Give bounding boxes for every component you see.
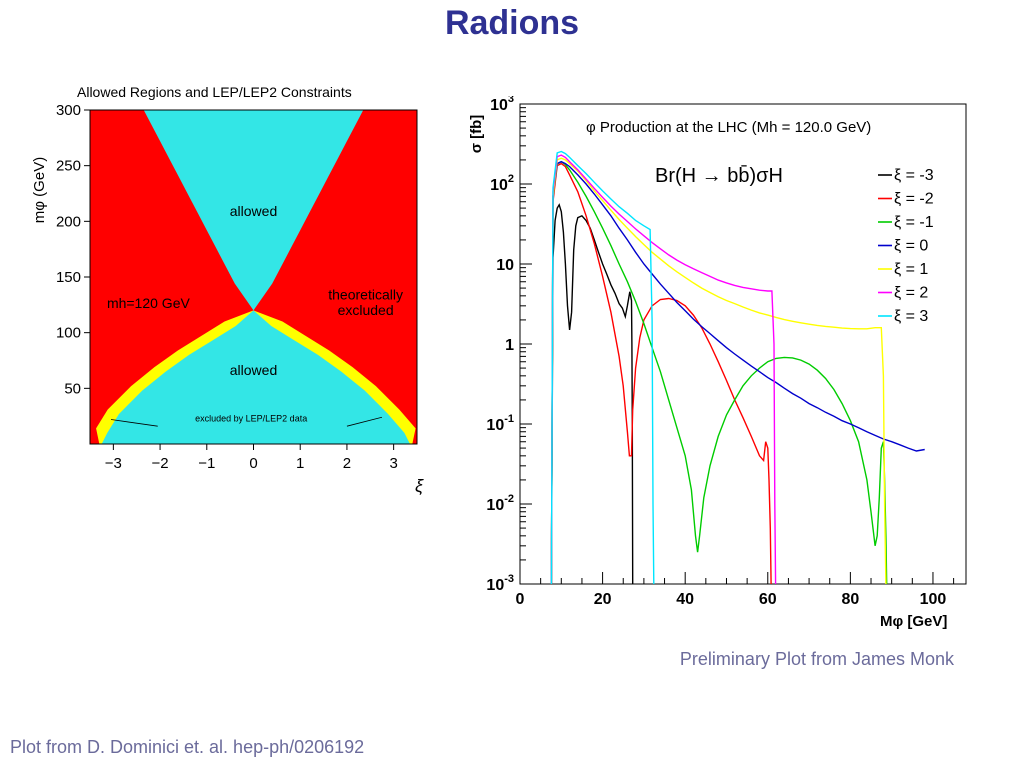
left-chart-title: Allowed Regions and LEP/LEP2 Constraints — [77, 84, 352, 100]
caption-right: Preliminary Plot from James Monk — [679, 649, 954, 669]
left-plot-area — [89, 109, 418, 445]
left-annotation: allowed — [230, 203, 277, 219]
production-chart: 0 20 40 60 80 100 10-3 10-2 10-1 1 10 102 103 φ Prod… — [460, 93, 970, 638]
slide-title: Radions — [444, 4, 580, 42]
right-y-tick-label: 10 — [496, 257, 514, 274]
left-annotation: excluded by LEP/LEP2 data — [195, 414, 307, 424]
right-x-tick-label: 20 — [594, 591, 612, 608]
left-x-tick-label: −1 — [198, 455, 215, 472]
allowed-regions-chart: Allowed Regions and LEP/LEP2 Constraints… — [22, 78, 430, 498]
series-line — [550, 160, 888, 585]
right-y-tick-label: 10-2 — [486, 493, 514, 514]
left-annotation: theoretically — [328, 286, 403, 302]
right-x-tick-label: 100 — [920, 591, 947, 608]
production-svg: 0 20 40 60 80 100 10-3 10-2 10-1 1 10 102 103 φ Prod… — [468, 93, 967, 630]
right-y-tick-label: 1 — [505, 337, 514, 354]
allowed-regions-svg: Allowed Regions and LEP/LEP2 Constraints… — [31, 84, 424, 496]
left-axes: −3 −2 −1 0 1 2 3 50 100 150 200 250 300 — [56, 102, 398, 472]
left-y-tick-label: 300 — [56, 102, 81, 119]
right-y-tick-label: 10-3 — [486, 573, 514, 594]
left-annotation: excluded — [338, 302, 394, 318]
legend-label: ξ = -1 — [894, 214, 934, 231]
legend-label: ξ = -3 — [894, 167, 934, 184]
legend: ξ = -3 ξ = -2 ξ = -1 ξ = 0 ξ = 1 ξ = 2 ξ = 3 — [878, 167, 934, 325]
right-y-tick-label: 103 — [490, 96, 514, 114]
allowed-region-lower — [101, 310, 410, 444]
right-x-axis-label: Mφ [GeV] — [880, 613, 947, 630]
left-y-tick-label: 50 — [64, 380, 81, 397]
right-chart-subtitle: Br(H → bb̄)σH — [655, 164, 783, 187]
left-x-tick-label: 3 — [389, 455, 397, 472]
left-y-tick-label: 250 — [56, 158, 81, 175]
right-chart-title: φ Production at the LHC (Mh = 120.0 GeV) — [586, 119, 871, 136]
series-line — [550, 150, 655, 585]
series-line — [550, 160, 925, 585]
legend-label: ξ = 1 — [894, 261, 928, 278]
legend-label: ξ = 2 — [894, 285, 928, 302]
left-x-axis-label: ξ — [415, 476, 424, 496]
series-line — [550, 162, 772, 585]
left-annotation: allowed — [230, 362, 277, 378]
allowed-region-upper — [143, 110, 364, 311]
legend-label: ξ = -2 — [894, 191, 934, 208]
left-x-tick-label: −2 — [152, 455, 169, 472]
left-y-tick-label: 200 — [56, 213, 81, 230]
series-line — [550, 157, 887, 585]
left-annotation: mh=120 GeV — [107, 295, 191, 311]
right-x-tick-label: 0 — [516, 591, 525, 608]
left-x-tick-label: 1 — [296, 455, 304, 472]
left-y-axis-label: mφ (GeV) — [31, 157, 48, 223]
right-x-tick-label: 60 — [759, 591, 777, 608]
left-x-tick-label: −3 — [105, 455, 122, 472]
series-line — [550, 154, 777, 585]
left-y-tick-label: 150 — [56, 269, 81, 286]
right-y-tick-label: 10-1 — [486, 413, 514, 434]
legend-label: ξ = 0 — [894, 238, 928, 255]
right-x-tick-label: 40 — [676, 591, 694, 608]
lep-pointer-right — [346, 416, 383, 427]
left-y-tick-label: 100 — [56, 325, 81, 342]
legend-label: ξ = 3 — [894, 308, 928, 325]
lep-pointer-left — [110, 419, 158, 427]
right-x-tick-label: 80 — [841, 591, 859, 608]
left-x-tick-label: 0 — [249, 455, 257, 472]
right-y-axis-label: σ [fb] — [468, 115, 485, 154]
right-plot-frame — [519, 103, 967, 585]
series-lines — [550, 150, 925, 585]
right-y-tick-label: 102 — [490, 173, 514, 194]
right-axes: 0 20 40 60 80 100 10-3 10-2 10-1 1 10 102 103 — [486, 93, 955, 608]
caption-left: Plot from D. Dominici et. al. hep-ph/020… — [10, 737, 365, 757]
left-x-tick-label: 2 — [343, 455, 351, 472]
